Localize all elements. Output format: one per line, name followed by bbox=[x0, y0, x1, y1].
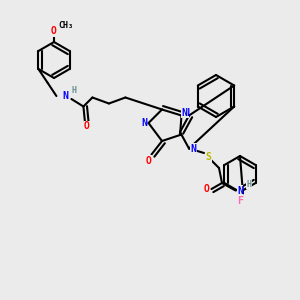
Text: N: N bbox=[62, 91, 68, 101]
Text: O: O bbox=[51, 26, 57, 37]
Text: N: N bbox=[190, 143, 196, 154]
Text: O: O bbox=[84, 121, 90, 131]
Text: S: S bbox=[206, 152, 212, 163]
Text: O: O bbox=[204, 184, 210, 194]
Text: O: O bbox=[146, 155, 152, 166]
Text: N: N bbox=[182, 107, 188, 118]
Text: N: N bbox=[237, 185, 243, 196]
Text: N: N bbox=[141, 118, 147, 128]
Text: CH₃: CH₃ bbox=[58, 21, 73, 30]
Text: N: N bbox=[183, 107, 189, 118]
Text: F: F bbox=[237, 196, 243, 206]
Text: H: H bbox=[72, 86, 77, 95]
Text: H: H bbox=[247, 180, 251, 189]
